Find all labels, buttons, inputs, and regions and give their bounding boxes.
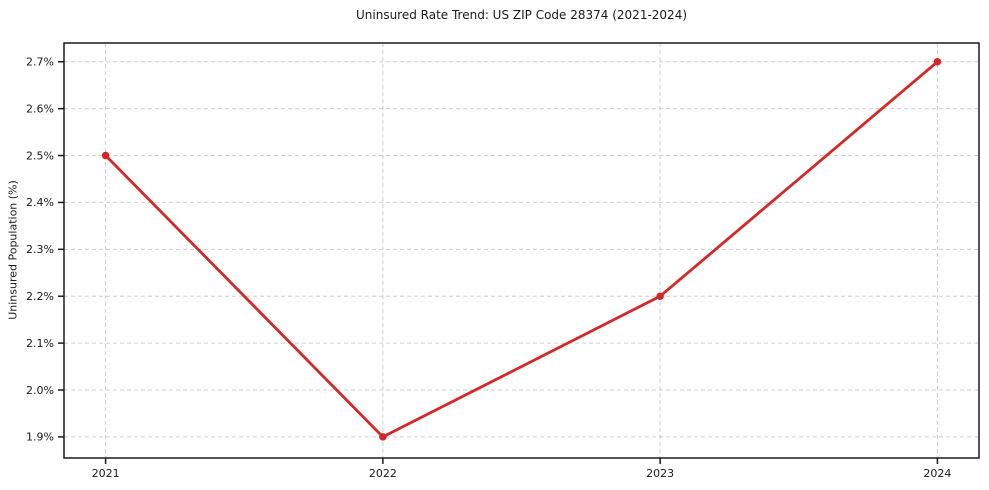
y-tick-label: 1.9% <box>26 431 54 444</box>
x-tick-label: 2021 <box>92 467 120 480</box>
data-point-marker <box>101 151 110 160</box>
data-point-marker <box>379 433 387 441</box>
x-tick-label: 2024 <box>923 467 951 480</box>
x-tick-label: 2023 <box>646 467 674 480</box>
y-tick-label: 2.6% <box>26 102 54 115</box>
y-axis-label: Uninsured Population (%) <box>6 180 20 320</box>
y-tick-label: 2.3% <box>26 243 54 256</box>
chart-title: Uninsured Rate Trend: US ZIP Code 28374 … <box>355 8 688 22</box>
y-tick-label: 2.4% <box>26 196 54 209</box>
trend-line <box>104 60 939 439</box>
data-point-marker <box>933 58 942 66</box>
y-tick-label: 2.2% <box>26 290 54 303</box>
data-point-marker <box>656 292 664 300</box>
plot-frame <box>63 42 980 459</box>
y-tick-label: 2.0% <box>26 384 54 397</box>
y-tick-label: 2.5% <box>26 149 54 162</box>
x-tick-label: 2022 <box>369 467 397 480</box>
y-tick-label: 2.7% <box>26 56 54 69</box>
y-tick-label: 2.1% <box>26 337 54 350</box>
